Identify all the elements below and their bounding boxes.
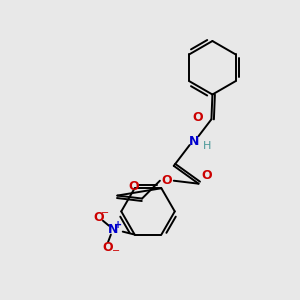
Text: H: H	[203, 141, 212, 151]
Text: −: −	[112, 246, 120, 256]
Text: +: +	[114, 220, 122, 230]
Text: −: −	[101, 208, 109, 218]
Text: O: O	[103, 241, 113, 254]
Text: N: N	[108, 223, 118, 236]
Text: N: N	[188, 135, 199, 148]
Text: O: O	[201, 169, 212, 182]
Text: O: O	[94, 211, 104, 224]
Text: O: O	[161, 174, 172, 187]
Text: O: O	[129, 180, 140, 193]
Text: O: O	[192, 111, 203, 124]
